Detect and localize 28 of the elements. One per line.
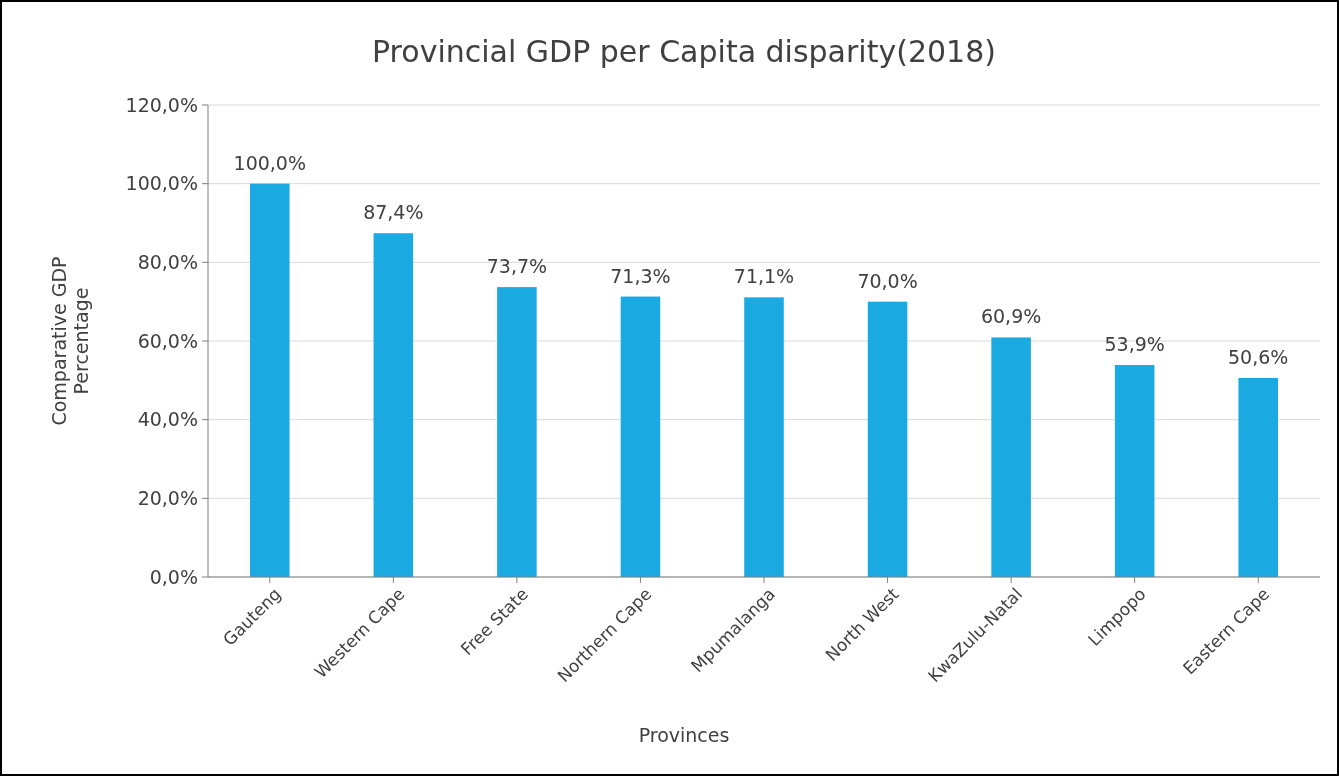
y-axis-title: Comparative GDP Percentage	[48, 256, 92, 426]
y-tick-label: 80,0%	[137, 250, 198, 273]
bar	[497, 287, 537, 577]
data-label: 70,0%	[857, 269, 918, 292]
data-label: 71,3%	[610, 264, 671, 287]
bar	[1238, 377, 1278, 577]
data-label: 100,0%	[233, 151, 306, 174]
y-tick-label: 40,0%	[137, 408, 198, 431]
y-tick-label: 60,0%	[137, 329, 198, 352]
data-label: 73,7%	[486, 255, 548, 278]
y-tick-label: 120,0%	[125, 93, 198, 116]
data-label: 53,9%	[1104, 332, 1165, 355]
data-label: 50,6%	[1228, 345, 1289, 368]
bar	[620, 296, 661, 577]
x-axis-title: Provinces	[638, 724, 730, 746]
y-tick-label: 100,0%	[125, 172, 198, 195]
bar	[991, 337, 1031, 577]
bar	[744, 297, 784, 577]
chart-title: Provincial GDP per Capita disparity(2018)	[372, 34, 996, 69]
bar	[373, 233, 414, 577]
bar	[867, 301, 908, 577]
data-label: 60,9%	[980, 305, 1042, 328]
bar	[1114, 364, 1155, 577]
data-label: 71,1%	[733, 265, 795, 288]
y-tick-label: 20,0%	[137, 486, 198, 509]
data-label: 87,4%	[363, 201, 424, 224]
y-tick-label: 0,0%	[149, 565, 198, 588]
bar	[250, 183, 290, 577]
